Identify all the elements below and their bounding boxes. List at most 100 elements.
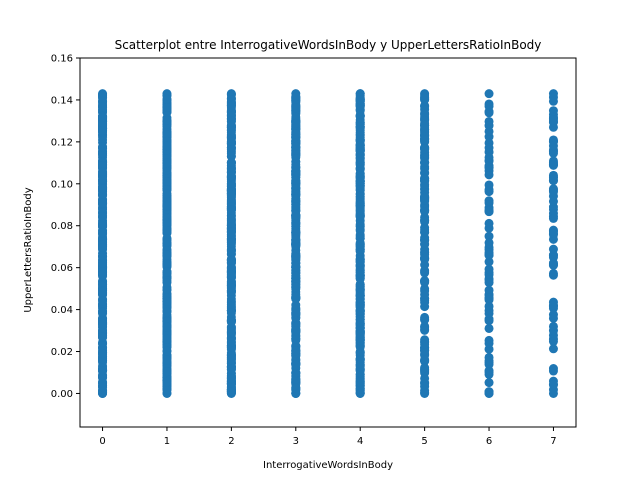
data-point — [420, 278, 430, 288]
data-point — [420, 192, 430, 202]
data-point — [226, 270, 236, 280]
data-point — [98, 332, 108, 342]
data-point — [420, 216, 430, 226]
data-point — [291, 118, 301, 128]
x-tick-label: 2 — [228, 436, 234, 447]
data-point — [226, 247, 236, 257]
data-point — [226, 158, 236, 168]
data-point — [162, 141, 172, 151]
data-point — [484, 108, 494, 118]
data-point — [548, 244, 558, 254]
data-point — [355, 290, 365, 300]
data-point — [226, 256, 236, 266]
data-point — [484, 180, 494, 190]
data-point — [291, 383, 301, 393]
data-point — [420, 297, 430, 307]
data-point — [484, 316, 494, 326]
x-tick-label: 1 — [164, 436, 170, 447]
y-tick-label: 0.12 — [51, 137, 73, 148]
data-point — [162, 384, 172, 394]
data-point — [484, 89, 494, 99]
data-point — [162, 158, 172, 168]
plot-frame — [79, 57, 577, 428]
data-point — [291, 360, 301, 370]
data-point — [291, 252, 301, 262]
data-point — [484, 356, 494, 366]
data-point — [291, 194, 301, 204]
y-tick-label: 0.02 — [51, 347, 73, 358]
y-tick-label: 0.14 — [51, 95, 73, 106]
data-point — [484, 257, 494, 267]
data-point — [162, 296, 172, 306]
data-point — [355, 362, 365, 372]
data-point — [484, 264, 494, 274]
data-point — [98, 149, 108, 159]
data-point — [226, 283, 236, 293]
data-point — [420, 363, 430, 373]
data-point — [355, 122, 365, 132]
data-point — [98, 382, 108, 392]
data-point — [484, 218, 494, 228]
data-point — [162, 284, 172, 294]
data-point — [162, 189, 172, 199]
data-point — [484, 250, 494, 260]
data-point — [226, 227, 236, 237]
data-point — [98, 258, 108, 268]
data-point — [162, 367, 172, 377]
data-point — [291, 234, 301, 244]
x-axis-label: InterrogativeWordsInBody — [263, 460, 393, 471]
data-point — [291, 262, 301, 272]
data-point — [420, 325, 430, 335]
data-point — [484, 162, 494, 172]
data-point — [548, 344, 558, 354]
data-point — [226, 308, 236, 318]
data-point — [98, 269, 108, 279]
data-point — [98, 296, 108, 306]
data-point — [355, 329, 365, 339]
data-point — [548, 336, 558, 346]
data-point — [355, 317, 365, 327]
data-point — [98, 319, 108, 329]
data-point — [355, 176, 365, 186]
data-point — [98, 228, 108, 238]
data-point — [548, 172, 558, 182]
data-point — [162, 115, 172, 125]
x-tick-label: 0 — [99, 436, 105, 447]
x-axis-ticks: 0 1 2 3 4 5 6 7 — [99, 427, 557, 447]
data-point — [355, 239, 365, 249]
data-point — [548, 115, 558, 125]
data-point — [98, 212, 108, 222]
data-point — [226, 238, 236, 248]
data-point — [291, 210, 301, 220]
data-point — [484, 367, 494, 377]
data-point — [162, 225, 172, 235]
data-point — [291, 92, 301, 102]
data-point — [226, 364, 236, 374]
data-point — [291, 346, 301, 356]
data-point — [291, 141, 301, 151]
data-point — [98, 184, 108, 194]
data-point — [226, 171, 236, 181]
data-point — [226, 354, 236, 364]
data-point — [355, 257, 365, 267]
data-point — [291, 334, 301, 344]
data-point — [226, 136, 236, 146]
data-point — [355, 95, 365, 105]
x-tick-label: 7 — [550, 436, 556, 447]
data-point — [420, 354, 430, 364]
data-point — [226, 101, 236, 111]
data-point — [162, 334, 172, 344]
data-point — [226, 374, 236, 384]
data-point — [548, 270, 558, 280]
x-tick-label: 4 — [357, 436, 363, 447]
data-point — [420, 135, 430, 145]
data-point — [98, 142, 108, 152]
data-point — [420, 253, 430, 263]
data-point — [355, 388, 365, 398]
data-point — [484, 378, 494, 388]
data-point — [355, 205, 365, 215]
data-point — [484, 152, 494, 162]
data-point — [98, 287, 108, 297]
data-point — [420, 157, 430, 167]
data-point — [484, 206, 494, 216]
